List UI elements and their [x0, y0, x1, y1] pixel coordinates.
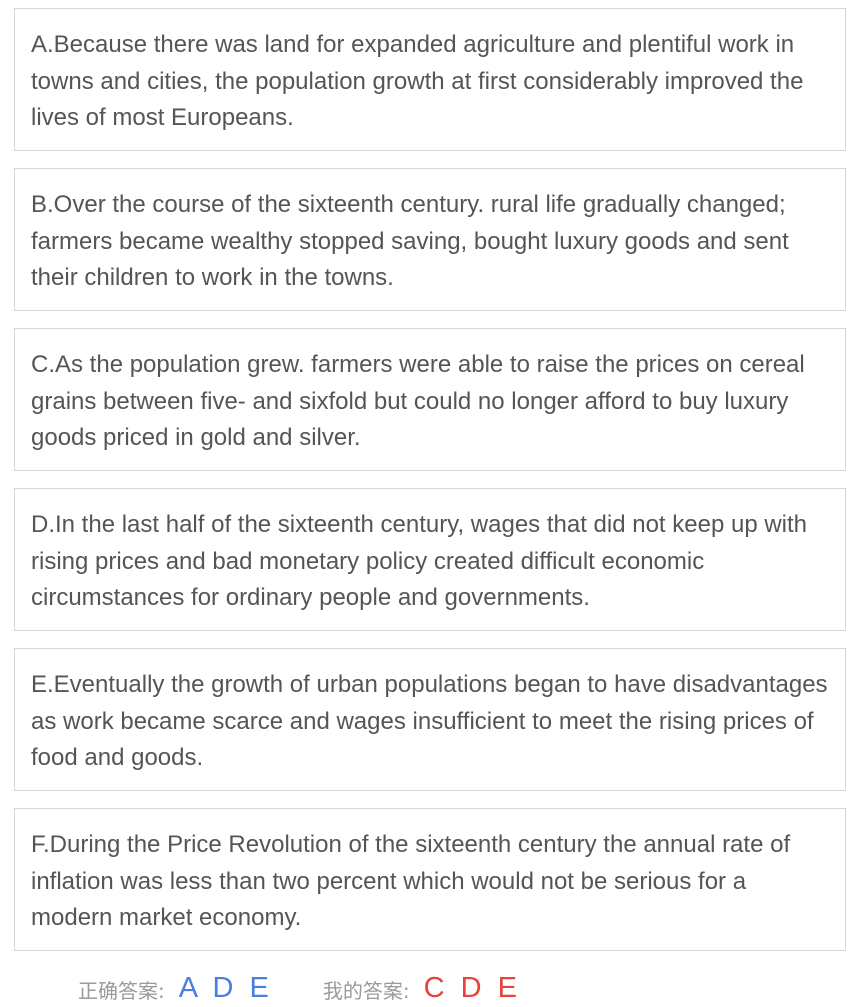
option-f[interactable]: F.During the Price Revolution of the six… [14, 808, 846, 951]
correct-answer-label: 正确答案: [78, 979, 165, 1003]
option-d[interactable]: D.In the last half of the sixteenth cent… [14, 488, 846, 631]
option-a[interactable]: A.Because there was land for expanded ag… [14, 8, 846, 151]
option-b[interactable]: B.Over the course of the sixteenth centu… [14, 168, 846, 311]
answer-summary: 正确答案: A D E 我的答案: C D E [78, 966, 521, 1006]
answer-options-list: A.Because there was land for expanded ag… [14, 8, 846, 951]
correct-answer-value: A D E [178, 972, 273, 1004]
option-c[interactable]: C.As the population grew. farmers were a… [14, 328, 846, 471]
option-e[interactable]: E.Eventually the growth of urban populat… [14, 648, 846, 791]
my-answer-label: 我的答案: [322, 979, 410, 1003]
my-answer-value: C D E [423, 972, 521, 1004]
